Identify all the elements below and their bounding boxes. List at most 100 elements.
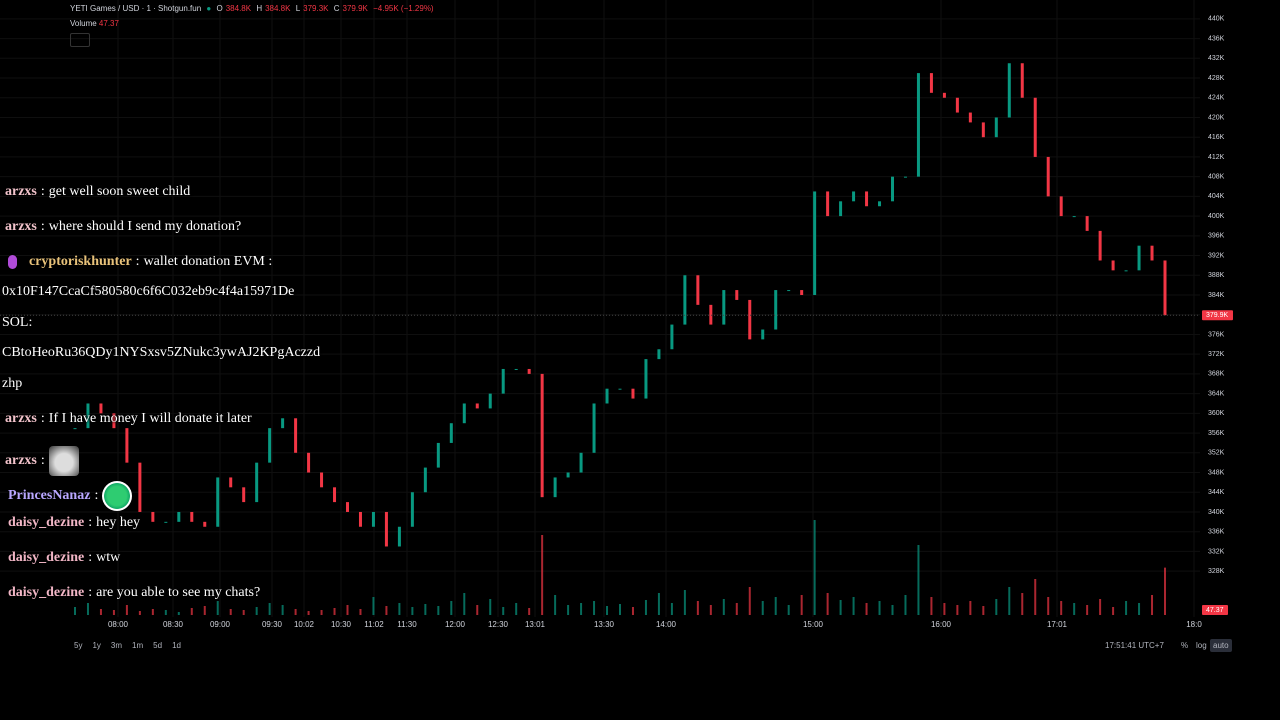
y-tick-label: 400K — [1208, 213, 1225, 220]
range-button[interactable]: 5d — [153, 641, 163, 650]
volume-bar — [385, 606, 388, 615]
username: daisy_dezine — [8, 515, 85, 530]
volume-bar — [567, 605, 570, 615]
volume-bar — [359, 609, 362, 615]
price-tag-label: 379.9K — [1206, 312, 1229, 319]
volume-bar — [554, 595, 557, 615]
axis-option[interactable]: auto — [1210, 639, 1232, 652]
chat-message: arzxs: get well soon sweet child — [5, 184, 190, 200]
chat-message: daisy_dezine: hey hey — [8, 515, 140, 531]
volume-bar — [138, 611, 141, 615]
volume-bar — [969, 601, 972, 615]
volume-bar — [943, 603, 946, 615]
y-tick-label: 372K — [1208, 351, 1225, 358]
candle-body — [839, 201, 843, 217]
range-button[interactable]: 5y — [74, 641, 83, 650]
x-tick-label: 11:30 — [397, 620, 417, 629]
candle-body — [151, 511, 155, 522]
volume-bar — [515, 603, 518, 615]
candle-body — [358, 511, 362, 527]
candle-body — [631, 388, 635, 399]
candle-body — [735, 290, 739, 300]
candle-body — [1007, 63, 1011, 118]
username: arzxs — [5, 219, 37, 234]
candle-body — [268, 428, 272, 463]
y-tick-label: 440K — [1208, 16, 1225, 23]
range-button[interactable]: 1m — [132, 641, 144, 650]
volume-bar — [411, 607, 414, 615]
x-tick-label: 11:02 — [364, 620, 384, 629]
separator: : — [88, 550, 93, 565]
volume-bar — [606, 606, 609, 615]
separator: : — [40, 184, 45, 199]
volume-bar — [346, 605, 349, 615]
separator: : — [88, 515, 93, 530]
volume-bar — [294, 609, 297, 615]
range-button[interactable]: 1d — [172, 641, 181, 650]
candle-body — [112, 413, 116, 429]
candle-body — [307, 452, 311, 473]
candle-body — [657, 349, 661, 360]
candle-body — [1085, 216, 1089, 231]
x-tick-label: 10:30 — [331, 620, 352, 629]
volume-bar — [99, 609, 102, 615]
candle-body — [255, 462, 259, 503]
volume-bar — [774, 597, 777, 615]
volume-bar — [229, 609, 232, 615]
chat-message: arzxs: where should I send my donation? — [5, 219, 241, 235]
x-tick-label: 13:01 — [525, 620, 546, 629]
y-tick-label: 360K — [1208, 410, 1225, 417]
volume-bar — [255, 607, 258, 615]
candle-body — [774, 290, 778, 330]
y-tick-label: 436K — [1208, 35, 1225, 42]
volume-bar — [904, 595, 907, 615]
volume-bar — [683, 590, 686, 615]
volume-bar — [333, 608, 336, 615]
range-button[interactable]: 1y — [92, 641, 101, 650]
volume-bar — [151, 609, 154, 615]
candle-body — [281, 418, 285, 429]
collapse-button[interactable] — [70, 33, 90, 47]
candle-body — [800, 290, 804, 295]
h-value: 384.8K — [265, 4, 291, 13]
change: −4.95K (−1.29%) — [373, 4, 434, 13]
candle-body — [566, 472, 570, 478]
c-label: C — [333, 4, 340, 13]
volume-bar — [1125, 601, 1128, 615]
volume-bar — [696, 601, 699, 615]
candle-body — [1163, 260, 1167, 316]
candle-body — [787, 290, 791, 292]
username: cryptoriskhunter — [29, 254, 132, 269]
candle-body — [410, 492, 414, 527]
candle-body — [540, 373, 544, 498]
volume-bar — [281, 605, 284, 615]
message-line: CBtoHeoRu36QDy1NYSxsv5ZNukc3ywAJ2KPgAczz… — [2, 345, 321, 360]
volume-bar — [177, 612, 180, 615]
y-tick-label: 364K — [1208, 390, 1225, 397]
range-button[interactable]: 3m — [110, 641, 123, 650]
x-tick-label: 14:00 — [656, 620, 677, 629]
x-tick-label: 18:0 — [1186, 620, 1202, 629]
x-tick-label: 10:02 — [294, 620, 315, 629]
candle-body — [125, 428, 129, 463]
volume-bar — [865, 603, 868, 615]
axis-option[interactable]: log — [1196, 641, 1207, 650]
candle-body — [579, 452, 583, 473]
volume-tag-label: 47.37 — [1206, 607, 1224, 614]
candle-body — [670, 324, 674, 350]
candle-body — [384, 511, 388, 547]
volume-bar — [437, 606, 440, 615]
volume-bar — [593, 601, 596, 615]
candle-body — [942, 92, 946, 98]
candle-body — [605, 388, 609, 404]
username: daisy_dezine — [8, 550, 85, 565]
axis-option[interactable]: % — [1181, 641, 1189, 650]
candle-body — [683, 275, 687, 325]
l-value: 379.3K — [303, 4, 329, 13]
volume-bar — [320, 610, 323, 615]
volume-bar — [839, 600, 842, 615]
message-text: are you able to see my chats? — [96, 585, 261, 600]
candle-body — [1020, 63, 1024, 98]
y-tick-label: 352K — [1208, 450, 1225, 457]
